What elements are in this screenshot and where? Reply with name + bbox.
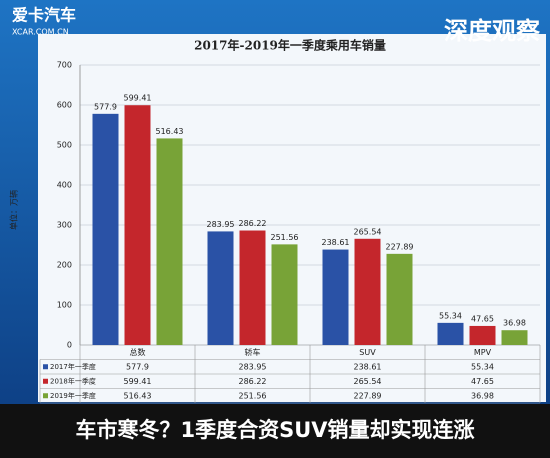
y-tick-label: 500 (57, 141, 72, 150)
table-cell: 47.65 (471, 377, 494, 386)
table-cell: 36.98 (471, 391, 494, 400)
data-label: 283.95 (207, 220, 235, 229)
legend-swatch (43, 364, 48, 370)
x-tick-label: SUV (359, 348, 376, 357)
y-tick-label: 400 (57, 181, 72, 190)
bar (501, 330, 528, 345)
table-cell: 286.22 (239, 377, 267, 386)
table-cell: 265.54 (354, 377, 382, 386)
table-cell: 55.34 (471, 362, 494, 371)
y-tick-label: 600 (57, 101, 72, 110)
y-tick-label: 0 (67, 341, 72, 350)
data-label: 36.98 (503, 319, 526, 328)
bar (386, 253, 413, 345)
data-label: 286.22 (239, 219, 267, 228)
data-label: 47.65 (471, 314, 494, 323)
bar (354, 238, 381, 345)
table-cell: 599.41 (124, 377, 152, 386)
data-label: 265.54 (354, 227, 382, 236)
x-tick-label: MPV (474, 348, 492, 357)
legend-swatch (43, 393, 48, 399)
table-cell: 283.95 (239, 362, 267, 371)
bar (322, 249, 349, 345)
table-cell: 251.56 (239, 391, 267, 400)
legend-label: 2019年一季度 (50, 391, 96, 400)
y-tick-label: 200 (57, 261, 72, 270)
bar (271, 244, 298, 345)
data-label: 55.34 (439, 311, 462, 320)
brand-name: 爱卡汽车 (12, 6, 76, 25)
bar (207, 231, 234, 345)
bar (124, 105, 151, 346)
bar (239, 230, 266, 345)
x-tick-label: 轿车 (245, 347, 261, 357)
chart-title: 2017年-2019年一季度乘用车销量 (194, 38, 386, 53)
y-tick-label: 700 (57, 61, 72, 70)
data-label: 599.41 (124, 94, 152, 103)
x-tick-label: 总数 (130, 347, 146, 357)
legend-label: 2017年一季度 (50, 362, 96, 371)
y-tick-label: 100 (57, 301, 72, 310)
data-label: 516.43 (156, 127, 184, 136)
data-label: 577.9 (94, 102, 117, 111)
banner-bg (0, 404, 550, 458)
legend-swatch (43, 378, 48, 384)
data-label: 251.56 (271, 233, 299, 242)
legend-label: 2018年一季度 (50, 376, 96, 385)
bar (92, 113, 119, 345)
table-cell: 577.9 (126, 362, 149, 371)
bar (469, 325, 496, 345)
table-cell: 238.61 (354, 362, 382, 371)
banner: 车市寒冬？1季度合资SUV销量却实现连涨 (75, 418, 474, 442)
data-label: 227.89 (386, 242, 414, 251)
bar (156, 138, 183, 345)
table-cell: 516.43 (124, 391, 152, 400)
bar (437, 322, 464, 345)
y-tick-label: 300 (57, 221, 72, 230)
table-cell: 227.89 (354, 391, 382, 400)
data-label: 238.61 (322, 238, 350, 247)
y-axis-label: 单位：万辆 (9, 190, 19, 230)
brand-site: XCAR.COM.CN (12, 28, 69, 37)
column-name: 深度观察 (444, 17, 541, 45)
